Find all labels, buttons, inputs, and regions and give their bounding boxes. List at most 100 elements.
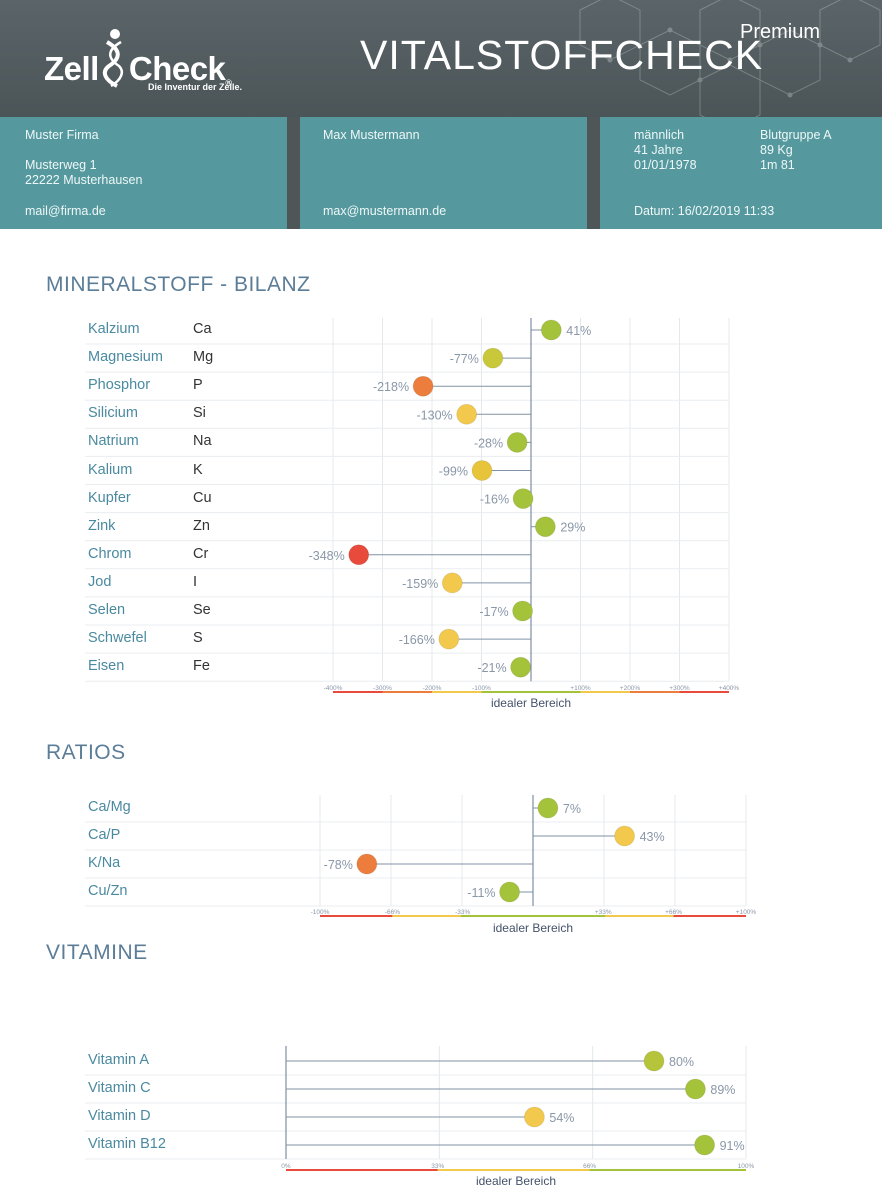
value-label: -16% [480, 493, 509, 507]
value-dot [438, 628, 460, 650]
element-symbol: Na [193, 433, 212, 450]
value-dot [471, 460, 493, 481]
value-dot [643, 1050, 665, 1072]
x-tick-label: 0% [281, 1163, 291, 1170]
row-label: Ca/P [88, 827, 121, 843]
element-symbol: Si [193, 405, 206, 422]
x-tick-label: -100% [311, 909, 330, 916]
value-dot [512, 488, 534, 510]
element-symbol: Cr [193, 545, 209, 562]
x-tick-label: 33% [431, 1163, 444, 1170]
value-label: -77% [450, 352, 479, 366]
x-tick-label: +66% [665, 909, 682, 916]
value-dot [694, 1134, 716, 1156]
value-dot [456, 403, 478, 425]
logo-text-left: Zell [44, 50, 99, 87]
value-label: -348% [309, 549, 345, 563]
value-label: 29% [560, 521, 585, 535]
section-title-vitamins: VITAMINE [46, 941, 148, 964]
value-label: -78% [324, 858, 353, 872]
value-label: -11% [467, 886, 495, 900]
section-title-minerals: MINERALSTOFF - BILANZ [46, 273, 311, 296]
report-date: Datum: 16/02/2019 11:33 [634, 204, 775, 218]
person-age: 41 Jahre [634, 143, 683, 157]
row-label: Kupfer [88, 489, 131, 506]
row-label: Chrom [88, 545, 132, 562]
element-symbol: P [193, 377, 203, 394]
x-tick-label: +400% [719, 685, 740, 692]
value-label: -28% [474, 436, 503, 450]
x-tick-label: 66% [583, 1163, 596, 1170]
value-label: -166% [399, 633, 435, 647]
logo-tagline: Die Inventur der Zelle. [148, 82, 243, 92]
report-header: Zell Check ® Die Inventur der Zelle. VIT… [0, 0, 882, 117]
value-label: -218% [373, 380, 409, 394]
value-label: 7% [563, 802, 581, 816]
dna-helix-icon [102, 29, 123, 88]
row-label: Vitamin B12 [88, 1136, 166, 1152]
value-label: 89% [710, 1083, 735, 1097]
logo-text-right: Check [128, 50, 226, 87]
value-dot [540, 319, 562, 341]
value-label: 91% [720, 1139, 745, 1153]
value-dot [441, 572, 463, 594]
x-tick-label: -33% [455, 909, 470, 916]
client-name: Max Mustermann [323, 128, 420, 142]
axis-caption: idealer Bereich [476, 1174, 556, 1188]
company-email[interactable]: mail@firma.de [25, 204, 106, 218]
row-label: Vitamin D [88, 1108, 151, 1124]
page-title: VITALSTOFFCHECK [360, 32, 764, 78]
x-tick-label: +100% [736, 909, 757, 916]
value-dot [512, 600, 534, 622]
row-label: Jod [88, 573, 112, 590]
x-tick-label: +300% [669, 685, 690, 692]
row-label: K/Na [88, 855, 121, 871]
x-tick-label: -200% [423, 685, 442, 692]
axis-caption: idealer Bereich [493, 921, 573, 935]
row-label: Ca/Mg [88, 799, 131, 815]
element-symbol: Ca [193, 321, 212, 337]
element-symbol: Zn [193, 517, 210, 534]
company-name: Muster Firma [25, 128, 99, 142]
client-email[interactable]: max@mustermann.de [323, 204, 447, 218]
value-dot [356, 853, 378, 875]
x-tick-label: -300% [373, 685, 392, 692]
value-label: -159% [402, 577, 438, 591]
axis-caption: idealer Bereich [491, 696, 571, 710]
row-label: Eisen [88, 658, 125, 675]
element-symbol: Cu [193, 489, 212, 506]
value-label: -21% [477, 661, 506, 675]
element-symbol: K [193, 461, 203, 478]
value-label: 54% [549, 1111, 574, 1125]
row-label: Silicium [88, 405, 138, 422]
row-label: Phosphor [88, 377, 151, 394]
value-dot [614, 825, 636, 847]
registered-mark: ® [225, 78, 232, 88]
row-label: Zink [88, 517, 116, 534]
info-divider [287, 117, 300, 229]
value-label: -17% [479, 605, 508, 619]
value-dot [499, 881, 521, 903]
element-symbol: I [193, 573, 198, 590]
value-dot [537, 797, 559, 819]
info-bar: Muster Firma Musterweg 1 22222 Musterhau… [0, 117, 882, 229]
x-tick-label: +33% [595, 909, 612, 916]
value-label: -99% [439, 465, 468, 479]
row-label: Kalzium [88, 321, 140, 337]
value-dot [348, 544, 370, 566]
row-label: Schwefel [88, 630, 147, 647]
element-symbol: Mg [193, 349, 214, 366]
value-dot [506, 431, 528, 453]
row-label: Cu/Zn [88, 883, 128, 899]
x-tick-label: 100% [738, 1163, 755, 1170]
person-gender: männlich [634, 128, 685, 142]
hexagon-pattern-decoration [579, 0, 881, 117]
value-dot [684, 1078, 706, 1100]
person-height: 1m 81 [760, 158, 795, 172]
person-weight: 89 Kg [760, 143, 793, 157]
company-city: 22222 Musterhausen [25, 173, 143, 187]
x-tick-label: +200% [620, 685, 641, 692]
person-birthdate: 01/01/1978 [634, 158, 697, 172]
value-dot [523, 1106, 545, 1128]
